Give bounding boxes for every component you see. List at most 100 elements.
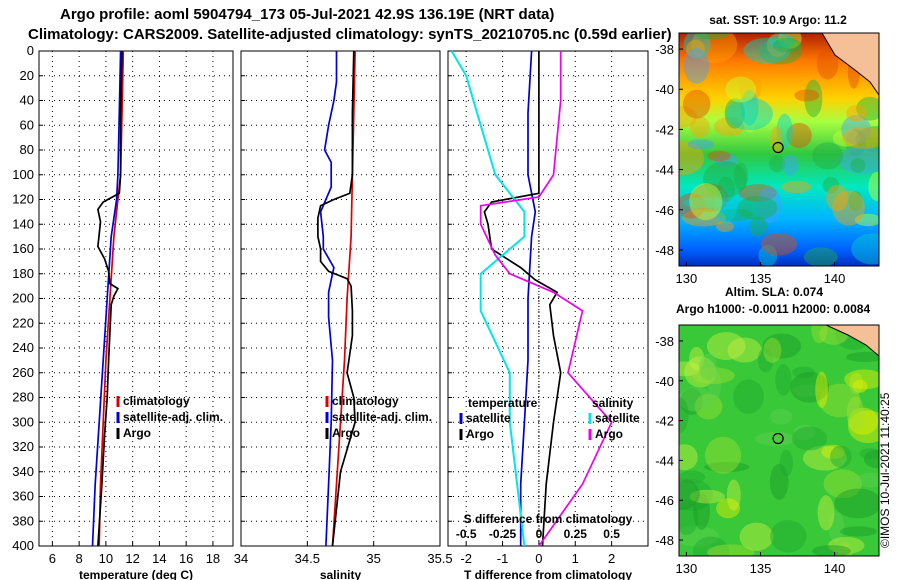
x-tick-label: 8: [76, 551, 83, 566]
map-texture: [689, 346, 705, 371]
map-y-tick-label: -40: [655, 82, 674, 97]
map-texture: [779, 449, 793, 477]
map-texture: [776, 113, 793, 149]
map-texture: [737, 195, 778, 220]
map-texture: [715, 220, 735, 233]
map-texture: [842, 126, 879, 150]
depth-tick-label: 300: [12, 414, 34, 429]
map-texture: [849, 372, 864, 395]
map-texture: [766, 33, 789, 57]
map-texture: [803, 247, 838, 266]
map-texture: [821, 444, 845, 459]
map-texture: [691, 367, 735, 384]
map-y-tick-label: -44: [655, 453, 674, 468]
legend-label: Argo: [332, 426, 360, 440]
map-texture: [834, 488, 879, 519]
map-texture: [724, 98, 745, 129]
map-texture: [855, 126, 879, 153]
x-axis-label: T difference from climatology: [464, 568, 632, 580]
s-diff-tick-label: 0.25: [564, 527, 588, 541]
depth-tick-label: 140: [12, 216, 34, 231]
map-texture: [856, 96, 879, 121]
map-texture: [837, 542, 852, 556]
map-texture: [854, 213, 879, 227]
depth-tick-label: 20: [20, 68, 34, 83]
x-axis-label: temperature (deg C): [79, 568, 193, 580]
legend-label: satellite: [466, 411, 511, 425]
x-axis-label: salinity: [320, 568, 362, 580]
map-texture: [778, 33, 802, 49]
map-texture: [816, 47, 839, 80]
x-tick-label: 34.5: [295, 551, 320, 566]
map-texture: [763, 337, 782, 364]
map-texture: [679, 361, 701, 377]
x-tick-label: 35: [366, 551, 380, 566]
map-texture: [679, 105, 697, 129]
depth-tick-label: 260: [12, 365, 34, 380]
map-texture: [683, 197, 726, 209]
map-texture: [681, 209, 727, 227]
map-texture: [772, 38, 802, 53]
map-texture: [845, 129, 867, 157]
map-texture: [679, 141, 705, 175]
map-texture: [770, 519, 807, 553]
map-texture: [811, 325, 828, 344]
series-line-argo: [317, 50, 356, 547]
map-texture: [838, 146, 879, 174]
map-y-tick-label: -46: [655, 203, 674, 218]
map-x-tick-label: 130: [676, 271, 698, 286]
legend-title-temperature: temperature: [468, 396, 538, 410]
map-texture: [792, 366, 815, 378]
x-tick-label: 14: [152, 551, 166, 566]
map-texture: [832, 129, 861, 147]
legend-label: satellite: [595, 411, 640, 425]
depth-tick-label: 40: [20, 93, 34, 108]
s-diff-tick-label: 0.5: [603, 527, 620, 541]
map-texture: [848, 191, 863, 212]
series-line-t-argo: [483, 51, 562, 547]
legend-label: climatology: [332, 394, 399, 408]
depth-tick-label: 200: [12, 291, 34, 306]
map-texture: [782, 154, 799, 176]
legend-label: climatology: [123, 394, 190, 408]
series-line-s-satellite: [450, 50, 526, 547]
x-tick-label: 0: [535, 551, 542, 566]
series-line-satellite-adj-clim-: [319, 51, 338, 547]
map-y-tick-label: -38: [655, 334, 674, 349]
map-texture: [703, 461, 750, 473]
map-texture: [679, 193, 706, 219]
map-texture: [687, 139, 715, 150]
s-diff-tick-label: -0.25: [489, 527, 517, 541]
x-tick-label: 1: [572, 551, 579, 566]
depth-tick-label: 120: [12, 192, 34, 207]
legend-label: satellite-adj. clim.: [332, 410, 432, 424]
map-texture: [694, 33, 730, 40]
depth-tick-label: 360: [12, 489, 34, 504]
map-texture: [684, 356, 717, 388]
map-texture: [679, 477, 697, 509]
x-tick-label: 16: [179, 551, 193, 566]
map-texture: [706, 332, 746, 361]
x-tick-label: 6: [49, 551, 56, 566]
map-texture: [679, 397, 689, 433]
sla-map-title: Altim. SLA: 0.074: [725, 285, 823, 299]
x-tick-label: -1: [497, 551, 509, 566]
title-line-2: Climatology: CARS2009. Satellite-adjuste…: [28, 26, 672, 43]
depth-tick-label: 60: [20, 117, 34, 132]
map-texture: [739, 522, 774, 551]
map-texture: [727, 337, 762, 363]
depth-tick-label: 220: [12, 315, 34, 330]
map-texture: [802, 445, 847, 471]
legend-label: Argo: [123, 426, 151, 440]
x-tick-label: 2: [608, 551, 615, 566]
map-texture: [686, 39, 705, 59]
map-texture: [792, 384, 822, 398]
map-texture: [717, 176, 735, 203]
legend-label: satellite-adj. clim.: [123, 410, 223, 424]
map-x-tick-label: 140: [824, 561, 846, 576]
map-texture: [718, 208, 754, 222]
map-texture: [846, 396, 864, 431]
map-texture: [815, 371, 828, 409]
map-texture: [694, 393, 723, 420]
map-texture: [713, 153, 738, 168]
